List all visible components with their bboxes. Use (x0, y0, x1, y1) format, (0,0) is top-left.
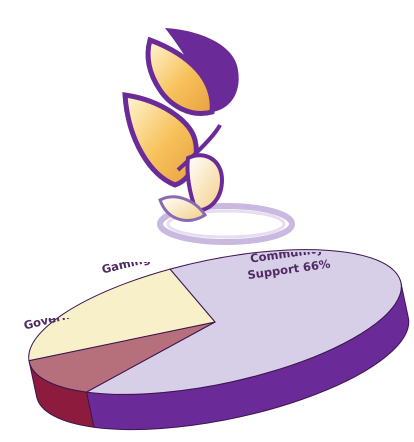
slice-label: Gaming 22% (100, 262, 210, 278)
category-label: Gaming (100, 262, 152, 277)
value-label: 66% (302, 256, 332, 275)
pie-slice (28, 321, 216, 393)
value-label: 22% (152, 262, 182, 264)
butterfly-decoration (122, 28, 295, 245)
data-label: Community Support 66% (240, 252, 332, 284)
slice-label: Government 12% (22, 318, 152, 334)
slice-label: Community Support 66% (240, 252, 332, 284)
pie (28, 249, 410, 431)
data-label: Gaming 22% (100, 262, 210, 278)
pie-slice (28, 268, 216, 362)
pie-slice (84, 249, 402, 395)
data-label: Government 12% (22, 318, 152, 334)
category-label: Government (22, 318, 103, 333)
